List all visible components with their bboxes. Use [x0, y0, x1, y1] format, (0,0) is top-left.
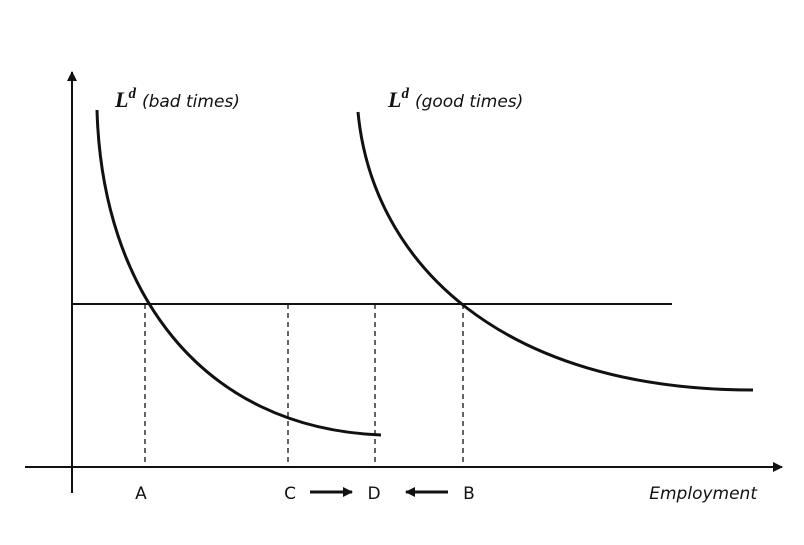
curve-bad: [95, 109, 382, 437]
label-main: L: [387, 87, 401, 112]
x-axis-label: Employment: [649, 484, 758, 504]
curve-label: Ld (good times): [387, 86, 523, 112]
axes: [25, 71, 783, 493]
label-sup: d: [128, 86, 136, 102]
label-main: L: [114, 87, 128, 112]
point-label: D: [367, 484, 380, 504]
point-label: A: [135, 484, 147, 504]
label-note: (bad times): [142, 92, 240, 112]
point-label: B: [463, 484, 475, 504]
curves: [95, 109, 754, 437]
point-label: C: [284, 484, 296, 504]
label-sup: d: [401, 86, 409, 102]
curve-good: [356, 111, 754, 392]
curve-label: Ld (bad times): [114, 86, 240, 112]
dashed-lines: [144, 304, 464, 467]
label-note: (good times): [415, 92, 523, 112]
